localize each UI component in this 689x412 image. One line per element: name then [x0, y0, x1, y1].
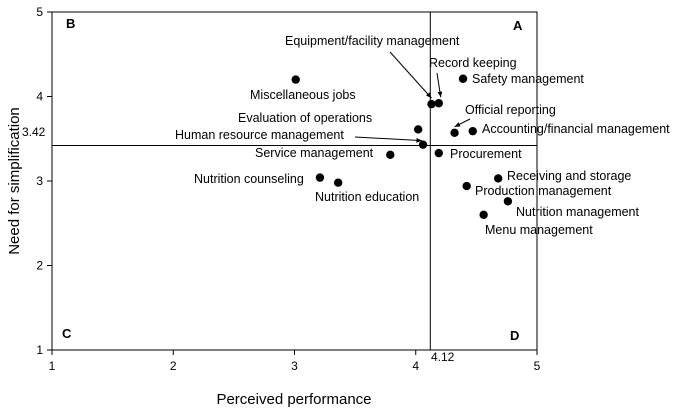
- x-tick-label: 1: [49, 359, 56, 373]
- point-label: Miscellaneous jobs: [250, 88, 356, 102]
- x-tick-label: 3: [291, 359, 298, 373]
- x-tick-label: 2: [170, 359, 177, 373]
- point-label: Procurement: [450, 147, 522, 161]
- point-label: Service management: [255, 146, 374, 160]
- reference-y-label: 3.42: [22, 125, 46, 139]
- quadrant-label-top-right: A: [513, 18, 523, 33]
- data-point: [468, 126, 477, 136]
- data-point: [434, 99, 443, 108]
- point-label: Safety management: [472, 72, 584, 86]
- point-label: Nutrition education: [315, 190, 419, 204]
- data-point: [427, 99, 436, 109]
- x-tick-label: 5: [534, 359, 541, 373]
- point-label: Human resource management: [175, 128, 344, 142]
- point-label: Nutrition management: [516, 205, 640, 219]
- leader-arrowhead: [437, 91, 443, 98]
- data-point: [291, 75, 300, 84]
- data-point: [418, 140, 428, 149]
- data-point: [458, 74, 468, 83]
- point-label: Record keeping: [429, 56, 517, 70]
- y-tick-label: 3: [36, 174, 43, 188]
- leader-line: [354, 136, 423, 142]
- y-tick-label: 5: [36, 5, 43, 19]
- quadrant-label-bottom-right: D: [510, 328, 519, 343]
- point-label: Accounting/financial management: [482, 122, 670, 136]
- leader-arrowhead: [426, 92, 432, 99]
- data-point: [315, 173, 325, 182]
- point-label: Production management: [475, 184, 612, 198]
- point-label: Evaluation of operations: [238, 111, 372, 125]
- point-label: Receiving and storage: [507, 169, 631, 183]
- quadrant-label-top-left: B: [66, 16, 75, 31]
- data-point: [503, 197, 513, 206]
- leader-line: [389, 51, 432, 99]
- data-point: [479, 210, 488, 219]
- leader-arrowhead: [454, 122, 461, 127]
- x-axis-title: Perceived performance: [216, 391, 371, 408]
- y-tick-label: 4: [36, 90, 43, 104]
- data-point: [434, 148, 443, 158]
- y-tick-label: 1: [36, 343, 43, 357]
- data-point: [450, 128, 459, 138]
- leader-arrowhead: [416, 138, 423, 143]
- point-label: Menu management: [485, 223, 593, 237]
- y-axis-title: Need for simplification: [6, 107, 23, 255]
- point-label: Equipment/facility management: [285, 34, 460, 48]
- point-label: Nutrition counseling: [194, 172, 304, 186]
- data-point: [494, 174, 503, 183]
- point-label: Official reporting: [465, 103, 556, 117]
- quadrant-label-bottom-left: C: [62, 326, 72, 341]
- data-point: [333, 178, 343, 187]
- reference-x-label: 4.12: [431, 350, 455, 364]
- data-point: [413, 125, 423, 134]
- x-tick-label: 4: [412, 359, 419, 373]
- y-tick-label: 2: [36, 259, 43, 273]
- data-point: [386, 150, 395, 160]
- data-point: [462, 181, 471, 191]
